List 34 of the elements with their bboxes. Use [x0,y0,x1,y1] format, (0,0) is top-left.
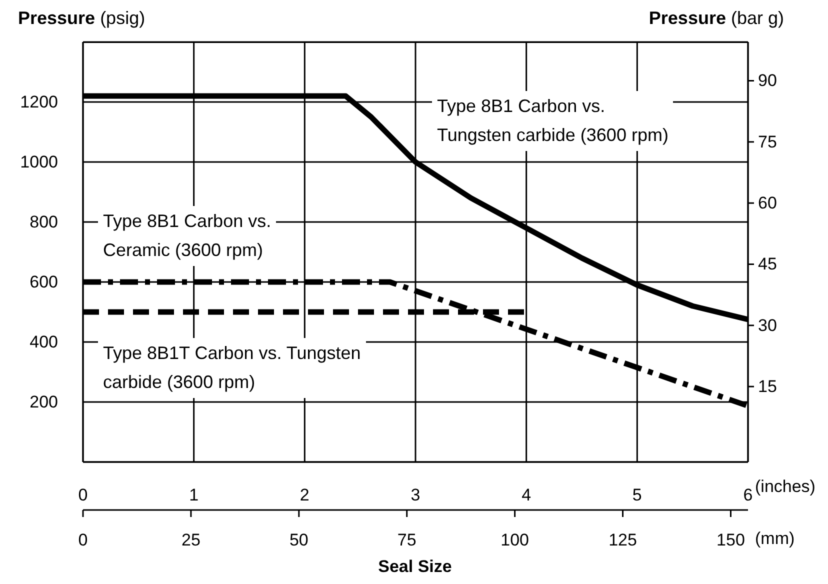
y2-tick-label: 60 [758,194,777,213]
y2-tick-label: 30 [758,316,777,335]
y2-axis-title: Pressure (bar g) [648,8,784,29]
y-tick-label: 800 [30,212,58,232]
y-tick-label: 400 [30,332,58,352]
series-label: Type 8B1T Carbon vs. Tungsten carbide (3600 rpm) [98,338,366,398]
y2-tick-label: 75 [758,132,777,152]
x-tick-label: 1 [189,486,199,504]
x-tick-label: 2 [300,486,310,504]
x2-tick-label: 75 [397,530,416,550]
x-tick-label: 0 [78,486,88,504]
x-tick-label: 5 [632,486,642,504]
y2-tick-label: 45 [758,254,777,274]
x2-tick-label: 100 [500,530,530,550]
x2-axis-title: (mm) [755,529,795,549]
x2-tick-label: 25 [181,530,200,550]
x-axis-title: Seal Size [377,557,453,577]
y-tick-label: 200 [30,392,58,412]
y-tick-label: 1200 [20,92,58,112]
x2-tick-label: 50 [289,530,308,550]
x2-tick-label: 150 [716,530,745,550]
y2-tick-label: 90 [758,71,777,90]
y-axis-title: Pressure (psig) [18,8,146,29]
text: (inches) [755,477,816,497]
series-label: Type 8B1 Carbon vs. Tungsten carbide (3600 rpm) [432,91,674,151]
x-tick-label: 6 [743,486,753,504]
x-tick-label: 3 [410,486,420,504]
x2-tick-label: 0 [78,530,88,550]
series-label: Type 8B1 Carbon vs. Ceramic (3600 rpm) [98,206,276,266]
y-tick-label: 600 [30,272,58,292]
y-tick-label: 1000 [20,152,58,172]
x-tick-label: 4 [522,486,532,504]
x2-tick-label: 125 [608,530,637,550]
y2-tick-label: 15 [758,377,777,396]
